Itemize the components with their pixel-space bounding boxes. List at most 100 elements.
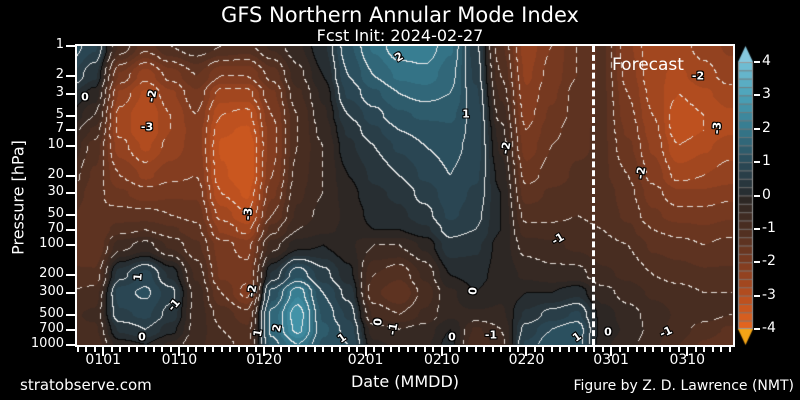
- forecast-label: Forecast: [612, 55, 684, 75]
- x-minor-tick: [593, 347, 596, 352]
- x-minor-tick: [533, 347, 536, 352]
- x-tick-label: 0210: [423, 352, 460, 368]
- x-minor-tick: [491, 347, 494, 352]
- x-minor-tick: [339, 347, 342, 352]
- y-tick: [66, 192, 75, 195]
- x-minor-tick: [212, 347, 215, 352]
- colorbar-tick-label: -1: [762, 219, 776, 236]
- x-minor-tick: [550, 347, 553, 352]
- x-minor-tick: [381, 347, 384, 352]
- colorbar-tick: [754, 227, 760, 230]
- colorbar-tick: [754, 194, 760, 197]
- figure-credit: Figure by Z. D. Lawrence (NMT): [573, 378, 794, 394]
- colorbar-tick: [754, 328, 760, 330]
- y-axis-label: Pressure [hPa]: [8, 140, 28, 255]
- contour-line-label: 0: [138, 330, 146, 344]
- x-minor-tick: [127, 347, 130, 352]
- x-minor-tick: [153, 347, 156, 352]
- colorbar-tick-label: -3: [762, 286, 776, 303]
- y-tick-label: 3: [55, 84, 64, 100]
- x-major-tick: [686, 347, 689, 356]
- x-minor-tick: [542, 347, 545, 352]
- nam-contour-plot: [77, 46, 733, 345]
- x-minor-tick: [136, 347, 139, 352]
- site-credit: stratobserve.com: [20, 376, 152, 394]
- colorbar-tick: [754, 94, 760, 97]
- contour-line-label: -2: [244, 283, 260, 299]
- x-minor-tick: [119, 347, 122, 352]
- y-tick: [66, 92, 75, 95]
- x-minor-tick: [186, 347, 189, 352]
- x-minor-tick: [305, 347, 308, 352]
- y-tick-label: 700: [39, 320, 64, 336]
- contour-line-label: -2: [144, 88, 160, 104]
- x-minor-tick: [390, 347, 393, 352]
- y-tick: [66, 313, 75, 316]
- x-minor-tick: [635, 347, 638, 352]
- x-minor-tick: [618, 347, 621, 352]
- y-tick-label: 1: [55, 37, 64, 52]
- contour-line-label: 1: [462, 107, 470, 121]
- x-minor-tick: [415, 347, 418, 352]
- y-tick: [66, 214, 75, 217]
- x-minor-tick: [576, 347, 579, 352]
- x-minor-tick: [76, 347, 79, 352]
- colorbar-tick-label: 3: [762, 86, 771, 103]
- x-minor-tick: [466, 347, 469, 352]
- x-minor-tick: [711, 347, 714, 352]
- x-axis-label: Date (MMDD): [350, 372, 460, 391]
- y-tick: [66, 174, 75, 177]
- x-tick-label: 0110: [161, 352, 198, 368]
- x-minor-tick: [220, 347, 223, 352]
- colorbar-tick: [754, 261, 760, 264]
- x-tick-label: 0101: [85, 352, 122, 368]
- x-minor-tick: [432, 347, 435, 352]
- x-minor-tick: [567, 347, 570, 352]
- x-minor-tick: [703, 347, 706, 352]
- x-major-tick: [364, 347, 367, 356]
- x-minor-tick: [93, 347, 96, 352]
- contour-line-label: -3: [709, 121, 725, 135]
- x-major-tick: [525, 347, 528, 356]
- x-minor-tick: [313, 347, 316, 352]
- x-minor-tick: [694, 347, 697, 352]
- x-minor-tick: [584, 347, 587, 352]
- y-tick: [66, 274, 75, 277]
- x-minor-tick: [728, 347, 731, 352]
- x-minor-tick: [406, 347, 409, 352]
- colorbar-tick-label: 0: [762, 186, 771, 203]
- x-minor-tick: [601, 347, 604, 352]
- y-tick-label: 2: [55, 67, 64, 82]
- colorbar-tick: [754, 294, 760, 297]
- x-minor-tick: [195, 347, 198, 352]
- colorbar-tick: [754, 61, 760, 63]
- contour-line-label: 0: [448, 330, 456, 344]
- y-tick: [66, 114, 75, 117]
- y-tick-label: 1000: [30, 336, 64, 351]
- y-tick: [66, 244, 75, 247]
- y-tick: [66, 45, 75, 47]
- x-minor-tick: [627, 347, 630, 352]
- x-minor-tick: [288, 347, 291, 352]
- x-minor-tick: [161, 347, 164, 352]
- y-tick-label: 50: [47, 206, 64, 222]
- y-tick: [66, 75, 75, 77]
- x-minor-tick: [203, 347, 206, 352]
- y-tick: [66, 144, 75, 147]
- x-minor-tick: [457, 347, 460, 352]
- contour-line-label: 1: [131, 272, 145, 282]
- y-tick-label: 200: [39, 266, 64, 282]
- forecast-start-line: [592, 46, 596, 345]
- contour-line-label: 0: [371, 317, 385, 327]
- y-tick: [66, 328, 75, 331]
- x-major-tick: [178, 347, 181, 356]
- x-minor-tick: [254, 347, 257, 352]
- x-tick-label: 0301: [593, 352, 629, 368]
- x-tick-label: 0310: [669, 352, 706, 368]
- x-major-tick: [263, 347, 266, 356]
- x-minor-tick: [449, 347, 452, 352]
- x-tick-label: 0201: [347, 352, 384, 368]
- colorbar-tick: [754, 127, 760, 130]
- x-minor-tick: [474, 347, 477, 352]
